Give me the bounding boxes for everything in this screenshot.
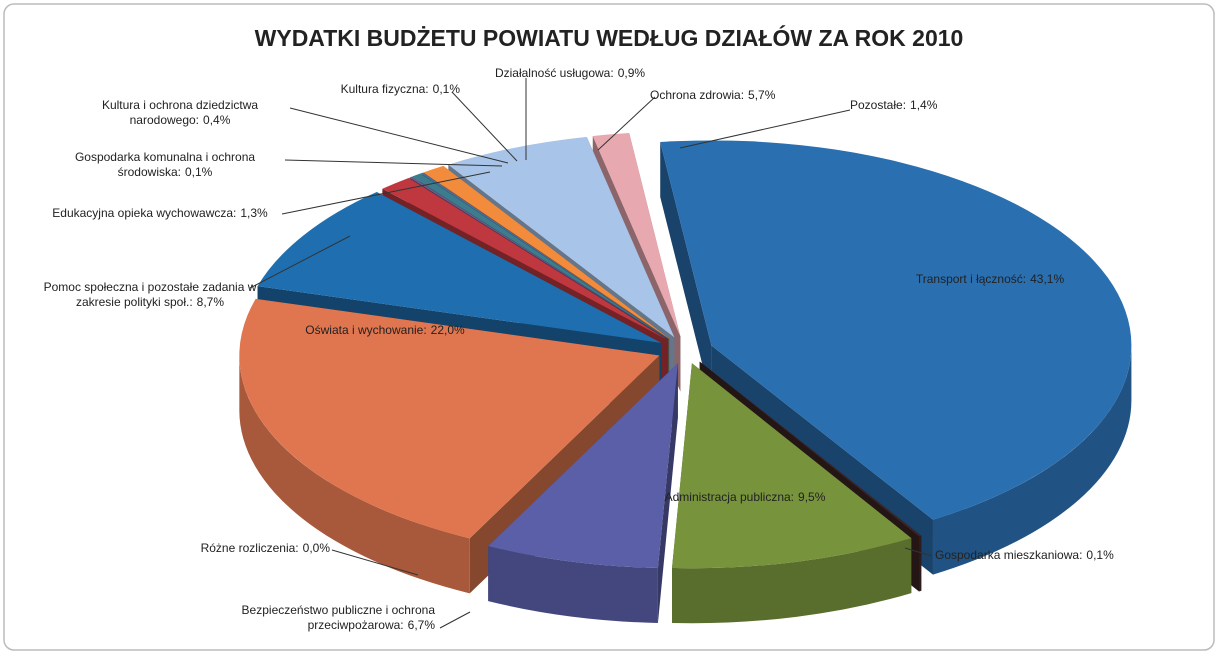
leader-line [451, 91, 518, 162]
leader-line [439, 611, 471, 629]
leader-line [679, 109, 851, 149]
value-label: 0,4% [203, 113, 231, 127]
slice-top [382, 177, 667, 340]
leader-line [281, 171, 491, 215]
value-label: 0,0% [302, 541, 330, 555]
value-label: 43,1% [1030, 272, 1065, 286]
slice-side [672, 538, 912, 624]
data-label: Kultura fizyczna: 0,1% [280, 82, 460, 97]
slice-top [420, 172, 669, 339]
slice [488, 363, 678, 623]
data-label: Administracja publiczna: 9,5% [660, 490, 830, 505]
data-label: Bezpieczeństwo publiczne i ochrona przec… [180, 603, 435, 633]
slice-side [488, 546, 658, 623]
category-name: Oświata i wychowanie: [305, 323, 427, 337]
slice-top [411, 173, 669, 340]
slice-side [239, 355, 470, 594]
category-name: Różne rozliczenia: [200, 541, 299, 555]
leader-line [284, 159, 503, 167]
data-label: Edukacyjna opieka wychowawcza: 1,3% [35, 206, 285, 221]
value-label: 1,4% [910, 98, 938, 112]
category-name: Gospodarka komunalna i ochrona środowisk… [74, 150, 256, 179]
slice-top [699, 361, 922, 537]
value-label: 0,1% [1086, 548, 1114, 562]
slice-top [488, 363, 678, 568]
category-name: Bezpieczeństwo publiczne i ochrona przec… [241, 603, 435, 632]
category-name: Kultura i ochrona dziedzictwa narodowego… [101, 98, 259, 127]
category-name: Administracja publiczna: [664, 490, 795, 504]
leader-line [331, 549, 419, 576]
pie [239, 133, 1132, 624]
data-label: Oświata i wychowanie: 22,0% [270, 323, 500, 338]
slice-top [239, 298, 660, 539]
slice-wall [660, 141, 712, 401]
slice-top [592, 133, 681, 337]
value-label: 9,5% [798, 490, 826, 504]
data-label: Różne rozliczenia: 0,0% [100, 541, 330, 556]
slice-top [423, 165, 670, 339]
slice-top [672, 363, 912, 569]
data-label: Gospodarka komunalna i ochrona środowisk… [40, 150, 290, 180]
category-name: Gospodarka mieszkaniowa: [935, 548, 1083, 562]
slice-wall [657, 363, 678, 623]
category-name: Ochrona zdrowia: [650, 88, 745, 102]
category-name: Edukacyjna opieka wychowawcza: [52, 206, 237, 220]
leader-line [249, 235, 351, 289]
value-label: 8,7% [196, 295, 225, 309]
data-label: Transport i łączność: 43,1% [890, 272, 1090, 287]
category-name: Działalność usługowa: [494, 66, 614, 80]
data-label: Gospodarka mieszkaniowa: 0,1% [935, 548, 1175, 563]
value-label: 0,1% [432, 82, 460, 96]
value-label: 0,1% [185, 165, 213, 179]
value-label: 0,9% [617, 66, 646, 80]
data-label: Kultura i ochrona dziedzictwa narodowego… [70, 98, 290, 128]
slice-top [257, 192, 662, 343]
category-name: Kultura fizyczna: [340, 82, 429, 96]
data-label: Pomoc społeczna i pozostałe zadania w za… [35, 280, 265, 310]
data-label: Ochrona zdrowia: 5,7% [650, 88, 830, 103]
category-name: Transport i łączność: [915, 272, 1027, 286]
value-label: 1,3% [240, 206, 268, 220]
data-label: Pozostałe: 1,4% [850, 98, 990, 113]
slice-side [932, 345, 1132, 575]
leader-line [289, 107, 509, 164]
value-label: 5,7% [748, 88, 776, 102]
chart-title: WYDATKI BUDŻETU POWIATU WEDŁUG DZIAŁÓW Z… [255, 24, 964, 51]
slice-top [409, 176, 668, 340]
value-label: 6,7% [407, 618, 435, 632]
value-label: 22,0% [430, 323, 465, 337]
leader-line [904, 547, 933, 557]
slice-top [660, 140, 1132, 520]
category-name: Pozostałe: [850, 98, 907, 112]
slice-top [448, 136, 675, 338]
leader-line [597, 96, 656, 151]
leader-lines [249, 78, 933, 629]
data-label: Działalność usługowa: 0,9% [470, 66, 670, 81]
slice [672, 363, 912, 624]
slice-side [919, 535, 922, 592]
category-name: Pomoc społeczna i pozostałe zadania w za… [43, 280, 257, 309]
